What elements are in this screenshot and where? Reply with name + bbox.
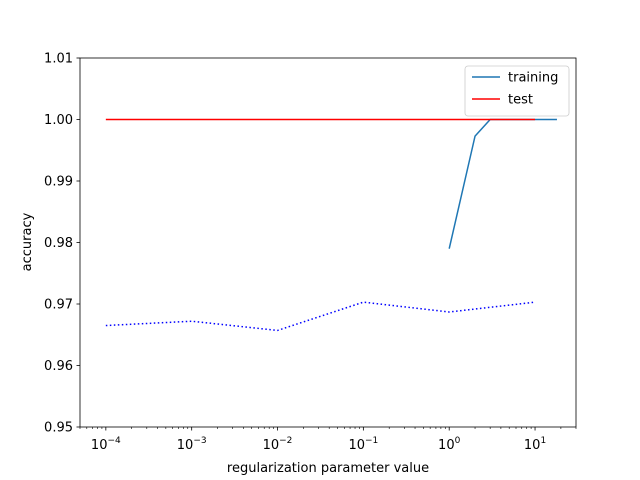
- x-axis: 10−4 10−3 10−2 10−1 100 101: [79, 427, 577, 453]
- y-tick-label: 0.98: [44, 236, 73, 251]
- x-tick-base: 10: [524, 438, 541, 453]
- y-tick-label: 0.96: [44, 359, 73, 374]
- x-tick-exponent: −4: [107, 436, 121, 446]
- y-axis: 0.95 0.96 0.97 0.98 0.99 1.00 1.01: [44, 52, 80, 436]
- y-tick-label: 1.01: [44, 52, 73, 67]
- x-axis-label: regularization parameter value: [227, 461, 429, 476]
- x-tick-label: 100: [438, 436, 461, 453]
- legend-label-training: training: [508, 71, 558, 86]
- x-tick-base: 10: [177, 438, 194, 453]
- y-axis-label: accuracy: [20, 212, 35, 271]
- x-tick-exponent: 0: [455, 436, 461, 446]
- y-tick-label: 0.97: [44, 298, 73, 313]
- x-tick-exponent: −1: [365, 436, 378, 446]
- x-tick-base: 10: [263, 438, 280, 453]
- legend-label-test: test: [508, 93, 533, 108]
- x-tick-label: 10−3: [177, 436, 207, 453]
- x-tick-exponent: −2: [279, 436, 292, 446]
- x-tick-exponent: −3: [193, 436, 206, 446]
- legend: training test: [464, 65, 570, 117]
- x-tick-label: 10−4: [91, 436, 121, 453]
- y-tick-label: 0.95: [44, 421, 73, 436]
- x-tick-base: 10: [348, 438, 365, 453]
- x-tick-base: 10: [438, 438, 455, 453]
- x-tick-base: 10: [91, 438, 108, 453]
- y-tick-label: 0.99: [44, 175, 73, 190]
- x-tick-label: 101: [524, 436, 546, 453]
- x-tick-exponent: 1: [540, 436, 546, 446]
- legend-box: [464, 65, 570, 117]
- x-tick-label: 10−2: [263, 436, 293, 453]
- y-tick-label: 1.00: [44, 113, 73, 128]
- series-line-series-3: [105, 301, 536, 332]
- series-layer: [105, 118, 557, 332]
- x-tick-label: 10−1: [348, 436, 378, 453]
